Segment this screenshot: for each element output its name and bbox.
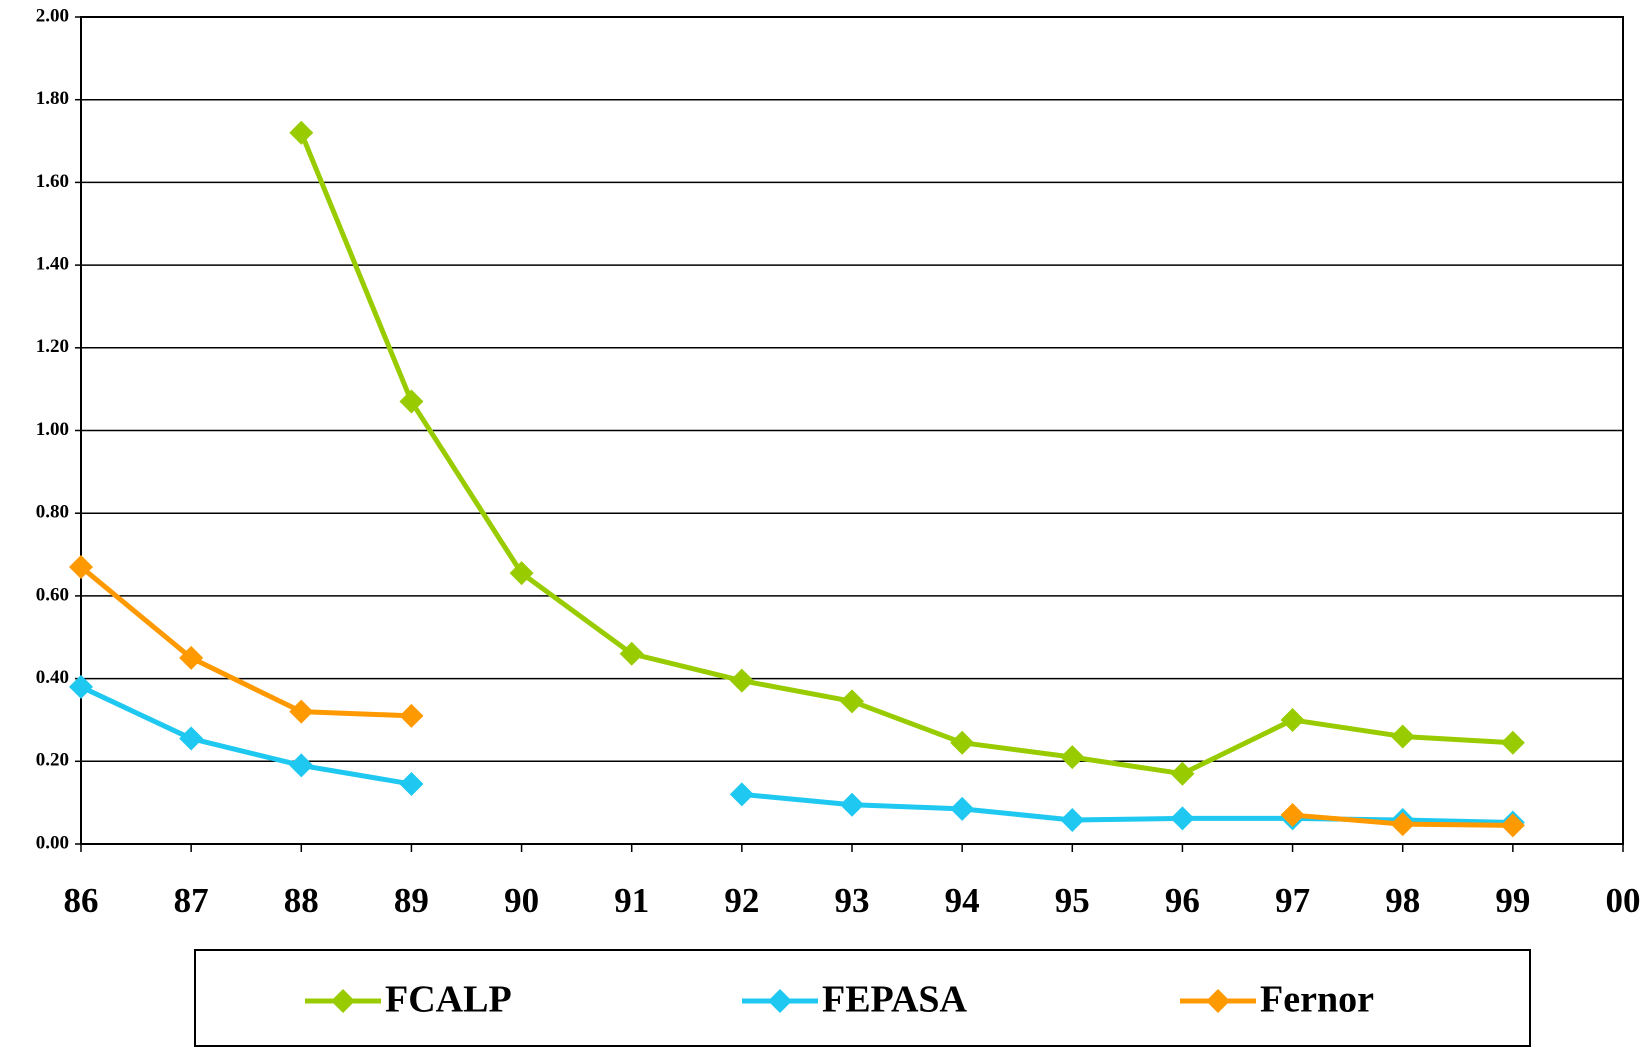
point-marker bbox=[399, 772, 424, 797]
legend-label: FEPASA bbox=[822, 979, 968, 1021]
legend-label: Fernor bbox=[1260, 979, 1374, 1021]
x-tick-label: 87 bbox=[174, 881, 209, 920]
y-tick-label: 0.00 bbox=[36, 832, 69, 853]
point-marker bbox=[69, 674, 93, 699]
point-marker bbox=[950, 730, 975, 755]
x-tick-label: 96 bbox=[1165, 881, 1200, 920]
series-line bbox=[79, 684, 1513, 825]
y-tick-label: 0.80 bbox=[36, 502, 69, 523]
point-marker bbox=[1500, 813, 1525, 838]
y-tick-label: 1.60 bbox=[36, 171, 69, 192]
point-marker bbox=[289, 699, 314, 724]
y-tick-label: 0.40 bbox=[36, 667, 69, 688]
legend-label: FCALP bbox=[385, 979, 512, 1021]
x-tick-label: 93 bbox=[835, 881, 870, 920]
x-tick-label: 97 bbox=[1275, 881, 1310, 920]
x-tick-label: 99 bbox=[1495, 881, 1530, 920]
x-tick-label: 88 bbox=[284, 881, 319, 920]
point-marker bbox=[619, 641, 644, 666]
point-marker bbox=[950, 796, 975, 821]
point-marker bbox=[840, 792, 864, 817]
point-marker bbox=[840, 689, 864, 714]
legend-marker bbox=[768, 989, 792, 1013]
point-marker bbox=[1390, 812, 1415, 837]
x-tick-label: 90 bbox=[504, 881, 539, 920]
y-tick-label: 0.60 bbox=[36, 584, 69, 605]
point-marker bbox=[729, 782, 754, 807]
point-marker bbox=[1390, 724, 1415, 749]
x-tick-label: 89 bbox=[394, 881, 429, 920]
point-marker bbox=[399, 703, 424, 728]
x-tick-label: 98 bbox=[1385, 881, 1420, 920]
point-marker bbox=[399, 389, 424, 414]
y-tick-label: 0.20 bbox=[36, 750, 69, 771]
y-tick-label: 1.00 bbox=[36, 419, 69, 440]
x-tick-label: 94 bbox=[945, 881, 980, 920]
series-line bbox=[298, 131, 1514, 777]
x-tick-label: 86 bbox=[64, 881, 99, 920]
legend-box bbox=[194, 949, 1531, 1047]
x-tick-label: 91 bbox=[614, 881, 649, 920]
point-marker bbox=[729, 668, 754, 693]
point-marker bbox=[179, 726, 204, 751]
y-tick-label: 1.80 bbox=[36, 88, 69, 109]
point-marker bbox=[1280, 707, 1305, 732]
point-marker bbox=[179, 645, 204, 670]
y-tick-label: 1.20 bbox=[36, 336, 69, 357]
legend-marker bbox=[1206, 989, 1230, 1013]
point-marker bbox=[509, 561, 534, 586]
point-marker bbox=[1060, 745, 1085, 770]
point-marker bbox=[69, 554, 93, 579]
x-tick-label: 92 bbox=[724, 881, 759, 920]
point-marker bbox=[1170, 761, 1195, 786]
point-marker bbox=[289, 753, 314, 778]
x-tick-label: 00 bbox=[1606, 881, 1641, 920]
x-tick-label: 95 bbox=[1055, 881, 1090, 920]
point-marker bbox=[1170, 806, 1195, 831]
y-tick-label: 1.40 bbox=[36, 253, 69, 274]
legend-marker bbox=[331, 989, 355, 1013]
y-tick-label: 2.00 bbox=[36, 5, 69, 26]
point-marker bbox=[1060, 808, 1085, 833]
point-marker bbox=[289, 120, 314, 145]
point-marker bbox=[1500, 730, 1525, 755]
point-marker bbox=[1280, 803, 1305, 828]
